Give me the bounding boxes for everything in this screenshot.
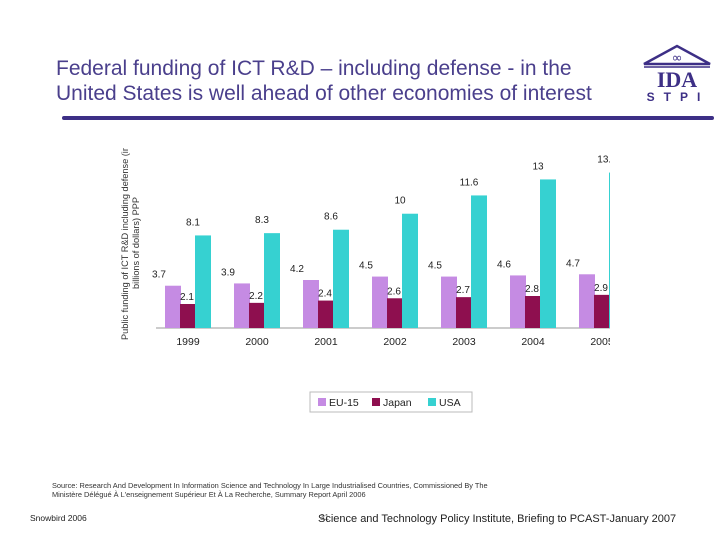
bar-eu15-2000 (234, 283, 250, 328)
bar-eu15-2005 (579, 274, 595, 328)
slide-title: Federal funding of ICT R&D – including d… (56, 56, 636, 106)
bar-japan-2002 (387, 298, 403, 328)
bar-japan-2005 (594, 294, 610, 328)
y-axis-label: Public funding of ICT R&D including defe… (120, 148, 141, 340)
bar-usa-2003 (471, 195, 487, 328)
data-label-japan-1999: 2.1 (180, 292, 194, 303)
data-label-usa-2002: 10 (394, 196, 406, 207)
x-tick-label-2002: 2002 (383, 336, 407, 348)
data-label-japan-2002: 2.6 (387, 286, 401, 297)
y-axis-label-line-2: billions of dollars) PPP (131, 197, 141, 289)
legend-label-usa: USA (439, 397, 461, 409)
bar-usa-2004 (540, 179, 556, 328)
bar-eu15-2003 (441, 276, 457, 328)
funding-chart: Public funding of ICT R&D including defe… (120, 148, 610, 413)
bar-eu15-2001 (303, 280, 319, 328)
data-label-eu15-1999: 3.7 (152, 270, 166, 281)
bar-japan-1999 (180, 304, 196, 328)
bar-eu15-2002 (372, 276, 388, 328)
data-label-japan-2001: 2.4 (318, 289, 332, 300)
legend-swatch-japan (372, 398, 380, 406)
bar-usa-1999 (195, 235, 211, 328)
data-label-usa-2000: 8.3 (255, 215, 269, 226)
data-label-japan-2005: 2.9 (594, 283, 608, 294)
data-label-eu15-2000: 3.9 (221, 267, 235, 278)
ida-logo: ∞ IDA (643, 44, 711, 92)
legend-swatch-usa (428, 398, 436, 406)
bar-usa-2002 (402, 213, 418, 328)
x-tick-label-2005: 2005 (590, 336, 610, 348)
data-label-eu15-2004: 4.6 (497, 259, 511, 270)
bar-usa-2001 (333, 229, 349, 328)
bar-eu15-2004 (510, 275, 526, 328)
bar-usa-2000 (264, 233, 280, 328)
bar-usa-2005 (609, 172, 610, 328)
title-rule (62, 116, 714, 120)
data-label-eu15-2002: 4.5 (359, 261, 373, 272)
data-label-eu15-2005: 4.7 (566, 258, 580, 269)
logo-main-text: IDA (657, 67, 697, 92)
data-label-usa-1999: 8.1 (186, 217, 200, 228)
logo-roof-icon (643, 44, 711, 66)
data-label-usa-2005: 13.6 (597, 155, 610, 166)
logo-sub-text: STPI (646, 90, 710, 104)
data-label-usa-2004: 13 (532, 161, 544, 172)
bar-japan-2004 (525, 296, 541, 328)
data-label-usa-2003: 11.6 (460, 177, 479, 188)
chart-legend: EU-15 Japan USA (309, 391, 473, 413)
data-label-japan-2003: 2.7 (456, 285, 470, 296)
bar-japan-2001 (318, 300, 334, 328)
data-label-eu15-2003: 4.5 (428, 261, 442, 272)
legend-swatch-eu15 (318, 398, 326, 406)
x-tick-label-2004: 2004 (521, 336, 545, 348)
source-line-2: Ministère Délégué À L'enseignement Supér… (52, 490, 366, 499)
legend-label-eu15: EU-15 (329, 397, 359, 409)
x-tick-label-1999: 1999 (176, 336, 200, 348)
footer-center: Science and Technology Policy Institute,… (318, 513, 677, 525)
legend-box (309, 391, 473, 413)
x-tick-label-2000: 2000 (245, 336, 269, 348)
source-line-1: Source: Research And Development In Info… (52, 481, 488, 490)
legend-label-japan: Japan (383, 397, 412, 409)
bar-japan-2000 (249, 302, 265, 328)
x-tick-label-2003: 2003 (452, 336, 476, 348)
title-line-1: Federal funding of ICT R&D – including d… (56, 57, 572, 80)
y-axis-label-line-1: Public funding of ICT R&D including defe… (120, 148, 130, 340)
data-label-eu15-2001: 4.2 (290, 264, 304, 275)
data-label-usa-2001: 8.6 (324, 212, 338, 223)
bar-eu15-1999 (165, 285, 181, 328)
page-number: 31 (320, 513, 329, 522)
logo-infinity-icon: ∞ (672, 51, 683, 66)
bar-japan-2003 (456, 297, 472, 328)
footer-left: Snowbird 2006 (30, 513, 87, 523)
source-note: Source: Research And Development In Info… (52, 481, 652, 499)
x-tick-label-2001: 2001 (314, 336, 338, 348)
data-label-japan-2004: 2.8 (525, 284, 539, 295)
title-line-2: United States is well ahead of other eco… (56, 82, 592, 105)
data-label-japan-2000: 2.2 (249, 291, 263, 302)
